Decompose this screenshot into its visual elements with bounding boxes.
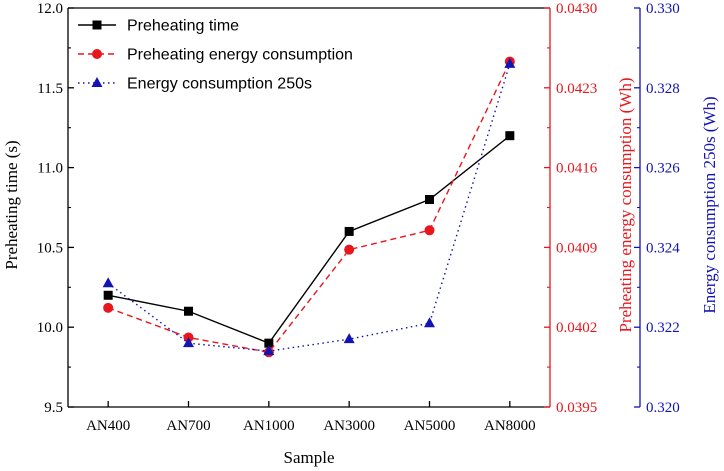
data-point: [344, 226, 354, 236]
right1-axis: 0.0395 0.0402 0.0409 0.0416 0.0423 0.0430: [544, 1, 598, 416]
left-axis-tick-label: 9.5: [44, 400, 63, 416]
right2-axis-tick-label: 0.322: [646, 320, 680, 336]
right1-axis-tick-label: 0.0402: [556, 320, 597, 336]
data-point: [504, 57, 516, 68]
legend: Preheating time Preheating energy consump…: [78, 18, 353, 93]
x-tick-label: AN1000: [243, 418, 295, 434]
right1-axis-tick-label: 0.0423: [556, 81, 597, 97]
data-point: [424, 225, 435, 236]
series-triangle-group: [102, 57, 516, 356]
data-point: [424, 317, 435, 328]
right1-axis-tick-label: 0.0395: [556, 400, 597, 416]
left-axis-tick-label: 12.0: [37, 1, 63, 17]
right1-axis-tick-label: 0.0416: [556, 161, 598, 177]
data-point: [263, 345, 275, 356]
right2-axis-tick-label: 0.328: [646, 81, 680, 97]
left-axis-tick-label: 10.0: [37, 320, 63, 336]
data-point: [264, 338, 274, 348]
left-axis-tick-label: 11.5: [37, 81, 63, 97]
data-point: [103, 290, 113, 300]
left-axis-tick-label: 10.5: [37, 240, 63, 256]
series-line-2: [107, 61, 511, 354]
right1-axis-label: Preheating energy consumption (Wh): [616, 77, 635, 332]
x-tick-label: AN5000: [404, 418, 456, 434]
data-point: [103, 302, 114, 313]
x-tick-label: AN8000: [484, 418, 536, 434]
legend-marker: [92, 20, 102, 30]
series-line-1: [108, 135, 511, 345]
right1-axis-tick-label: 0.0409: [556, 240, 597, 256]
data-point: [425, 195, 434, 205]
right2-axis-label: Energy consumption 250s (Wh): [700, 96, 719, 313]
right2-axis-tick-label: 0.326: [646, 161, 680, 177]
legend-label: Preheating energy consumption: [127, 47, 353, 64]
right2-axis-tick-label: 0.330: [646, 1, 680, 17]
x-tick-label: AN700: [166, 418, 210, 434]
legend-marker: [92, 49, 102, 59]
legend-marker: [91, 77, 103, 87]
data-point: [183, 337, 194, 348]
legend-label: Preheating time: [127, 18, 239, 35]
left-axis-label: Preheating time (s): [2, 140, 21, 269]
left-axis-tick-label: 11.0: [37, 161, 63, 177]
data-point: [102, 277, 114, 288]
right1-axis-tick-label: 0.0430: [556, 1, 597, 17]
series-layer: [102, 56, 516, 358]
data-point: [344, 244, 355, 255]
x-axis: AN400 AN700 AN1000 AN3000 AN5000 AN8000: [86, 401, 536, 434]
series-square-group: [103, 131, 515, 348]
right2-axis: 0.320 0.322 0.324 0.326 0.328 0.330: [634, 1, 680, 416]
data-point: [343, 333, 355, 344]
right2-axis-tick-label: 0.324: [646, 240, 680, 256]
data-point: [505, 131, 515, 141]
series-line-3: [107, 63, 511, 352]
left-axis: 9.5 10.0 10.5 11.0 11.5 12.0: [37, 1, 74, 416]
plot-frame: [67, 7, 641, 408]
x-tick-label: AN400: [86, 418, 130, 434]
series-circle-group: [103, 56, 515, 358]
x-axis-label: Sample: [284, 448, 335, 467]
right2-axis-tick-label: 0.320: [646, 400, 680, 416]
data-point: [184, 306, 193, 316]
x-tick-label: AN3000: [323, 418, 375, 434]
legend-label: Energy consumption 250s: [127, 76, 312, 93]
